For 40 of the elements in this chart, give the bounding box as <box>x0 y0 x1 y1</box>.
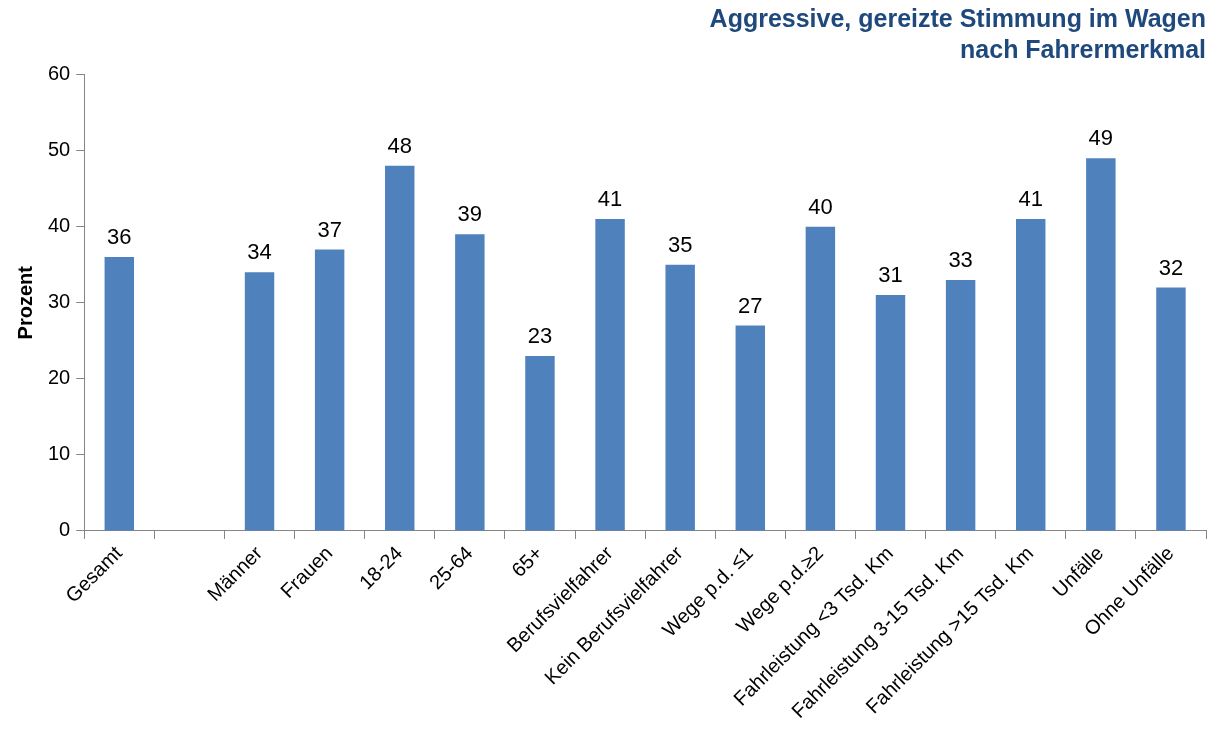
data-label: 27 <box>738 292 763 318</box>
data-label: 41 <box>597 186 623 212</box>
data-label: 36 <box>107 224 132 250</box>
y-tick-label: 50 <box>48 138 71 161</box>
bar <box>665 264 695 531</box>
bar <box>735 325 766 531</box>
data-label: 35 <box>667 231 693 257</box>
bar <box>945 279 976 531</box>
bar <box>385 165 415 531</box>
bar <box>595 219 625 531</box>
bar <box>104 257 135 531</box>
data-label: 40 <box>808 193 833 219</box>
bar <box>455 234 485 531</box>
bar <box>805 226 836 531</box>
y-axis-title: Prozent <box>13 265 36 340</box>
data-label: 23 <box>527 323 553 349</box>
data-label: 49 <box>1088 125 1114 151</box>
data-label: 31 <box>878 262 903 288</box>
data-label: 34 <box>247 239 272 265</box>
y-tick-label: 60 <box>48 62 71 85</box>
data-label: 41 <box>1018 186 1043 212</box>
y-tick-label: 0 <box>59 518 71 541</box>
data-label: 39 <box>457 201 483 227</box>
data-label: 32 <box>1158 254 1184 280</box>
y-tick-label: 30 <box>48 290 71 313</box>
bar <box>1016 219 1046 531</box>
data-label: 37 <box>317 216 342 242</box>
y-tick-label: 10 <box>48 442 71 465</box>
bar <box>525 355 555 531</box>
bar <box>875 295 906 531</box>
bar <box>314 249 345 531</box>
text: nach Fahrermerkmal <box>960 34 1206 63</box>
bar <box>1086 158 1116 531</box>
data-label: 33 <box>948 246 973 272</box>
bar <box>244 272 275 531</box>
data-label: 48 <box>387 132 412 158</box>
y-tick-label: 40 <box>48 214 71 237</box>
bar <box>1156 287 1186 531</box>
y-tick-label: 20 <box>48 366 71 389</box>
text: Aggressive, gereizte Stimmung im Wagen <box>709 3 1206 32</box>
